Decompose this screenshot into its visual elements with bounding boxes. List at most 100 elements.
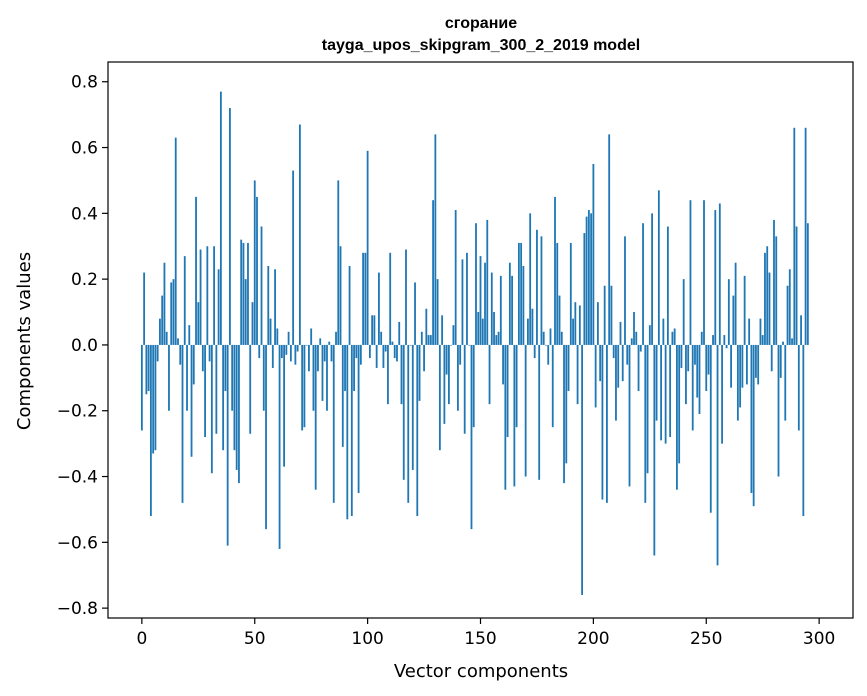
bar: [732, 295, 735, 345]
bar: [341, 344, 344, 447]
bar: [335, 331, 337, 345]
bar: [508, 262, 511, 345]
bar: [271, 344, 274, 368]
bar: [172, 279, 175, 345]
bar: [768, 272, 771, 345]
bar: [655, 344, 658, 421]
bar: [409, 344, 412, 346]
bar: [569, 242, 572, 345]
y-tick-label: 0.4: [71, 204, 98, 224]
bar: [398, 321, 401, 345]
x-tick-label: 200: [577, 629, 609, 649]
bar: [727, 279, 730, 345]
bar: [490, 272, 493, 345]
bar: [784, 344, 787, 421]
bar: [357, 344, 360, 493]
bar: [700, 331, 703, 345]
bar: [486, 219, 489, 345]
bar: [143, 272, 146, 345]
bar: [639, 344, 642, 352]
bar: [161, 295, 164, 345]
bar: [179, 344, 182, 365]
bar: [350, 344, 353, 517]
bar: [305, 344, 308, 346]
bar: [317, 344, 319, 372]
bar: [231, 344, 234, 411]
bar: [572, 318, 574, 345]
bar: [567, 344, 570, 391]
bar: [402, 344, 405, 480]
bar: [296, 344, 299, 352]
bar: [265, 344, 267, 530]
bar: [199, 249, 202, 345]
bar: [615, 344, 617, 421]
bar: [685, 344, 687, 405]
bar: [285, 344, 288, 355]
bar: [168, 344, 170, 411]
bar: [621, 344, 624, 382]
bar: [163, 262, 166, 345]
bar: [249, 344, 252, 434]
bar: [497, 331, 500, 345]
bar: [183, 256, 186, 345]
y-tick-label: −0.2: [57, 402, 98, 422]
bar: [551, 344, 554, 428]
bar: [481, 318, 484, 345]
bar: [691, 344, 694, 431]
bar: [274, 269, 276, 345]
bar: [664, 344, 667, 444]
bar: [601, 344, 604, 500]
bar: [527, 318, 529, 345]
bar: [531, 308, 534, 345]
bar: [730, 344, 732, 388]
bar: [407, 344, 410, 503]
bar: [278, 344, 281, 549]
bar: [581, 344, 583, 595]
y-tick-label: 0.0: [71, 336, 98, 356]
y-tick-label: 0.6: [71, 139, 98, 159]
bar: [646, 344, 649, 474]
bar: [468, 344, 471, 346]
bar: [680, 344, 683, 368]
bar: [337, 180, 340, 345]
bar: [359, 344, 362, 365]
x-tick-label: 100: [351, 629, 383, 649]
bar: [303, 344, 306, 428]
bar: [242, 242, 245, 345]
bar: [466, 252, 468, 345]
bar: [420, 331, 423, 345]
bar: [795, 226, 798, 345]
bar: [298, 124, 301, 345]
bar: [556, 242, 559, 345]
bar: [630, 338, 633, 345]
bar: [434, 134, 437, 345]
bar: [355, 344, 358, 359]
bar: [267, 265, 270, 345]
bar: [752, 344, 755, 507]
bar: [375, 344, 378, 368]
x-axis: 0 50 100 150 200 250 300: [136, 618, 835, 649]
x-tick-label: 250: [690, 629, 722, 649]
x-axis-label: Vector components: [394, 661, 568, 682]
bar: [174, 137, 177, 345]
bar: [800, 315, 802, 345]
bar: [414, 282, 416, 345]
bar: [233, 344, 236, 451]
bar: [445, 344, 448, 375]
bar: [188, 325, 191, 345]
bar: [280, 344, 283, 359]
y-axis-label: Components values: [14, 252, 35, 430]
bar: [515, 344, 518, 428]
bar: [450, 344, 453, 346]
bar: [739, 344, 742, 408]
bar: [247, 242, 249, 345]
bar: [678, 344, 681, 464]
bar: [378, 272, 380, 345]
bar: [229, 108, 231, 345]
bar: [721, 344, 723, 444]
bar: [499, 275, 502, 345]
y-tick-label: −0.8: [57, 599, 98, 619]
bar: [698, 344, 701, 415]
bar: [545, 344, 547, 346]
